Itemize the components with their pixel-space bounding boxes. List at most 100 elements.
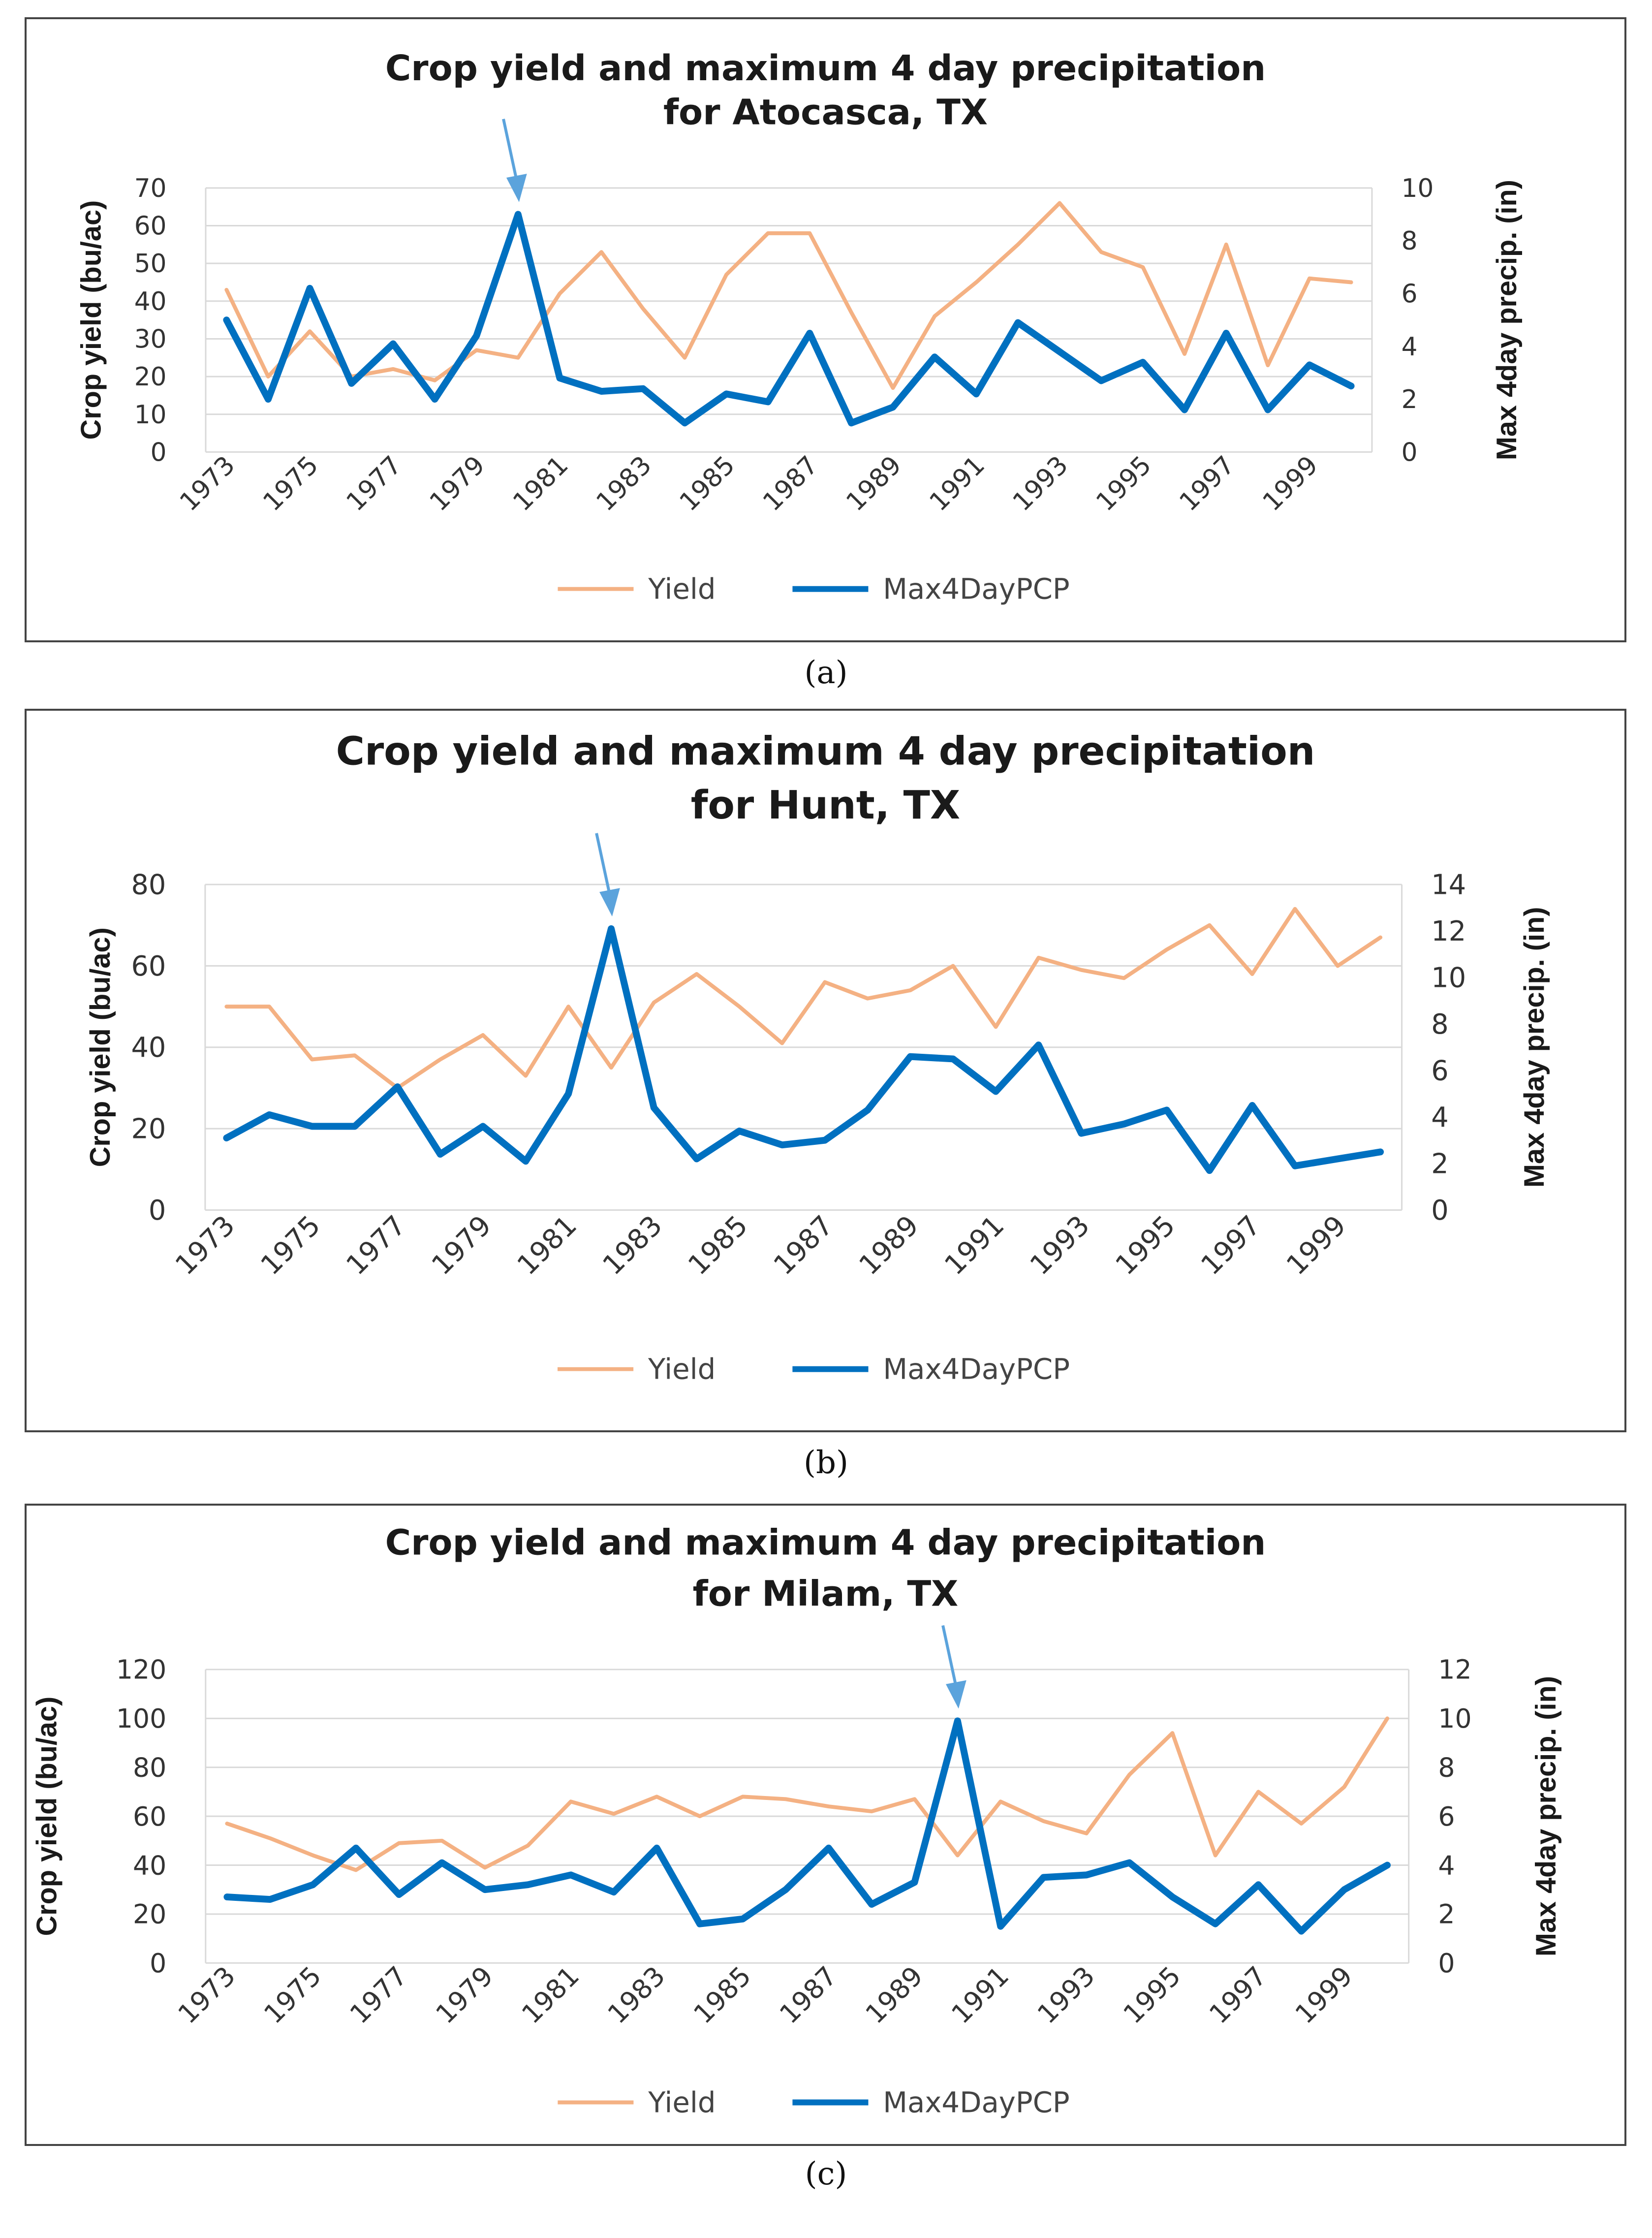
caption-a: (a) <box>804 655 848 691</box>
x-tick-label: 1995 <box>1110 1209 1182 1281</box>
x-tick-label: 1973 <box>174 450 241 517</box>
y-tick-label: 50 <box>134 249 167 279</box>
series-line-max4daypcp <box>223 1717 1391 1935</box>
chart-panel-a: Crop yield and maximum 4 day precipitati… <box>25 17 1626 642</box>
x-tick-label: 1985 <box>674 450 741 517</box>
x-tick-label: 1987 <box>774 1960 843 2030</box>
y-tick-label: 40 <box>133 1850 166 1881</box>
x-tick-label: 1997 <box>1203 1960 1273 2030</box>
chart-subtitle: for Atocasca, TX <box>663 92 988 133</box>
y2-tick-label: 12 <box>1438 1654 1471 1685</box>
y-tick-label: 70 <box>134 174 167 203</box>
chart-svg-b: Crop yield and maximum 4 day precipitati… <box>85 728 1550 1386</box>
x-tick-label: 1991 <box>924 450 991 517</box>
y-tick-label: 10 <box>134 400 167 430</box>
legend: Yield Max4DayPCP <box>558 2085 1070 2119</box>
y2-tick-label: 2 <box>1438 1899 1455 1930</box>
y-tick-label: 120 <box>116 1654 166 1685</box>
legend-label-yield: Yield <box>648 1353 716 1386</box>
x-tick-label: 1991 <box>945 1960 1015 2030</box>
y2-axis-label: Max 4day precip. (in) <box>1519 907 1550 1188</box>
chart-subtitle: for Hunt, TX <box>691 782 961 828</box>
y-tick-label: 20 <box>131 1113 166 1145</box>
y2-tick-label: 2 <box>1402 385 1418 414</box>
x-tick-label: 1989 <box>859 1960 929 2030</box>
y-tick-label: 60 <box>134 212 167 241</box>
chart-title: Crop yield and maximum 4 day precipitati… <box>336 728 1315 774</box>
x-tick-label: 1991 <box>938 1209 1010 1281</box>
y2-tick-label: 6 <box>1431 1055 1448 1087</box>
y2-tick-label: 6 <box>1438 1801 1455 1832</box>
y2-tick-label: 0 <box>1438 1948 1455 1979</box>
x-tick-label: 1993 <box>1024 1209 1096 1281</box>
legend-label-yield: Yield <box>648 2085 716 2119</box>
x-tick-label: 1999 <box>1280 1209 1352 1281</box>
chart-panel-b: Crop yield and maximum 4 day precipitati… <box>25 709 1626 1432</box>
y-tick-label: 60 <box>131 950 166 982</box>
y2-tick-label: 10 <box>1438 1703 1471 1734</box>
x-tick-label: 1977 <box>341 450 407 517</box>
chart-title: Crop yield and maximum 4 day precipitati… <box>385 48 1266 89</box>
y-axis-label: Crop yield (bu/ac) <box>31 1697 63 1936</box>
legend-label-max4daypcp: Max4DayPCP <box>883 2085 1069 2119</box>
chart-panel-c: Crop yield and maximum 4 day precipitati… <box>25 1504 1626 2146</box>
x-tick-label: 1977 <box>340 1209 412 1281</box>
y2-tick-label: 4 <box>1402 332 1418 362</box>
x-tick-label: 1993 <box>1031 1960 1101 2030</box>
x-tick-label: 1999 <box>1289 1960 1359 2030</box>
y2-tick-label: 4 <box>1431 1102 1448 1134</box>
x-tick-label: 1981 <box>516 1960 585 2030</box>
x-tick-label: 1989 <box>853 1209 925 1281</box>
y-axis-label: Crop yield (bu/ac) <box>75 200 107 440</box>
y2-tick-label: 12 <box>1431 915 1466 947</box>
caption-b: (b) <box>804 1445 848 1481</box>
x-tick-label: 1997 <box>1195 1209 1267 1281</box>
y-tick-label: 80 <box>133 1752 166 1783</box>
series-line-yield <box>224 907 1383 1090</box>
x-tick-label: 1997 <box>1174 450 1240 517</box>
y-tick-label: 80 <box>131 869 166 901</box>
y2-tick-label: 10 <box>1402 174 1434 203</box>
annotation-arrow <box>502 119 527 202</box>
x-tick-label: 1979 <box>426 1209 498 1281</box>
y2-tick-label: 8 <box>1438 1752 1455 1783</box>
x-tick-label: 1999 <box>1257 450 1324 517</box>
y2-tick-label: 2 <box>1431 1148 1448 1180</box>
x-tick-label: 1973 <box>169 1209 241 1281</box>
x-tick-label: 1995 <box>1091 450 1157 517</box>
x-tick-label: 1995 <box>1117 1960 1186 2030</box>
series-line-max4daypcp <box>223 211 1355 427</box>
x-tick-label: 1983 <box>591 450 657 517</box>
y2-tick-label: 4 <box>1438 1850 1455 1881</box>
chart-title: Crop yield and maximum 4 day precipitati… <box>385 1522 1266 1563</box>
series-line-yield <box>224 201 1353 390</box>
y-tick-label: 20 <box>134 362 167 392</box>
y-tick-label: 20 <box>133 1899 166 1930</box>
x-tick-label: 1981 <box>511 1209 583 1281</box>
y2-tick-label: 10 <box>1431 962 1466 994</box>
y-tick-label: 0 <box>151 438 167 468</box>
legend: Yield Max4DayPCP <box>557 1353 1070 1386</box>
y-tick-label: 40 <box>131 1032 166 1064</box>
x-tick-label: 1985 <box>687 1960 757 2030</box>
y2-tick-label: 8 <box>1431 1009 1448 1040</box>
chart-svg-c: Crop yield and maximum 4 day precipitati… <box>31 1522 1562 2119</box>
y2-tick-label: 0 <box>1431 1195 1448 1227</box>
x-tick-label: 1973 <box>172 1960 241 2030</box>
x-tick-label: 1983 <box>602 1960 671 2030</box>
x-tick-label: 1987 <box>757 450 824 517</box>
legend: Yield Max4DayPCP <box>558 573 1070 606</box>
x-tick-label: 1975 <box>258 1960 327 2030</box>
x-tick-label: 1989 <box>841 450 907 517</box>
y2-tick-label: 0 <box>1402 438 1418 468</box>
legend-label-max4daypcp: Max4DayPCP <box>883 1353 1070 1386</box>
legend-label-yield: Yield <box>648 573 716 606</box>
x-tick-label: 1979 <box>424 450 491 517</box>
legend-label-max4daypcp: Max4DayPCP <box>883 573 1069 606</box>
x-tick-label: 1985 <box>682 1209 754 1281</box>
annotation-arrow <box>595 833 620 916</box>
annotation-arrow <box>941 1625 966 1709</box>
chart-subtitle: for Milam, TX <box>693 1574 959 1614</box>
y-tick-label: 40 <box>134 287 167 316</box>
x-tick-label: 1975 <box>255 1209 327 1281</box>
